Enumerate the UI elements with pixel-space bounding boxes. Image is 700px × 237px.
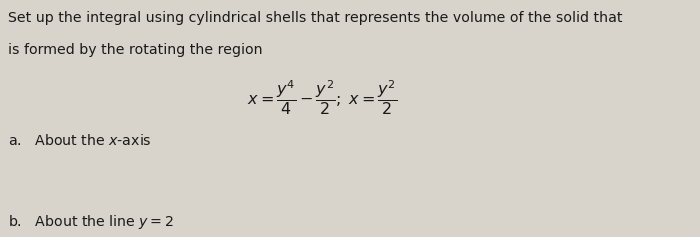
Text: $x = \dfrac{y^4}{4} - \dfrac{y^2}{2};\; x = \dfrac{y^2}{2}$: $x = \dfrac{y^4}{4} - \dfrac{y^2}{2};\; …	[247, 78, 397, 117]
Text: a.   About the $x$-axis: a. About the $x$-axis	[8, 133, 152, 148]
Text: b.   About the line $y = 2$: b. About the line $y = 2$	[8, 213, 174, 231]
Text: is formed by the rotating the region: is formed by the rotating the region	[8, 43, 263, 57]
Text: Set up the integral using cylindrical shells that represents the volume of the s: Set up the integral using cylindrical sh…	[8, 11, 623, 25]
